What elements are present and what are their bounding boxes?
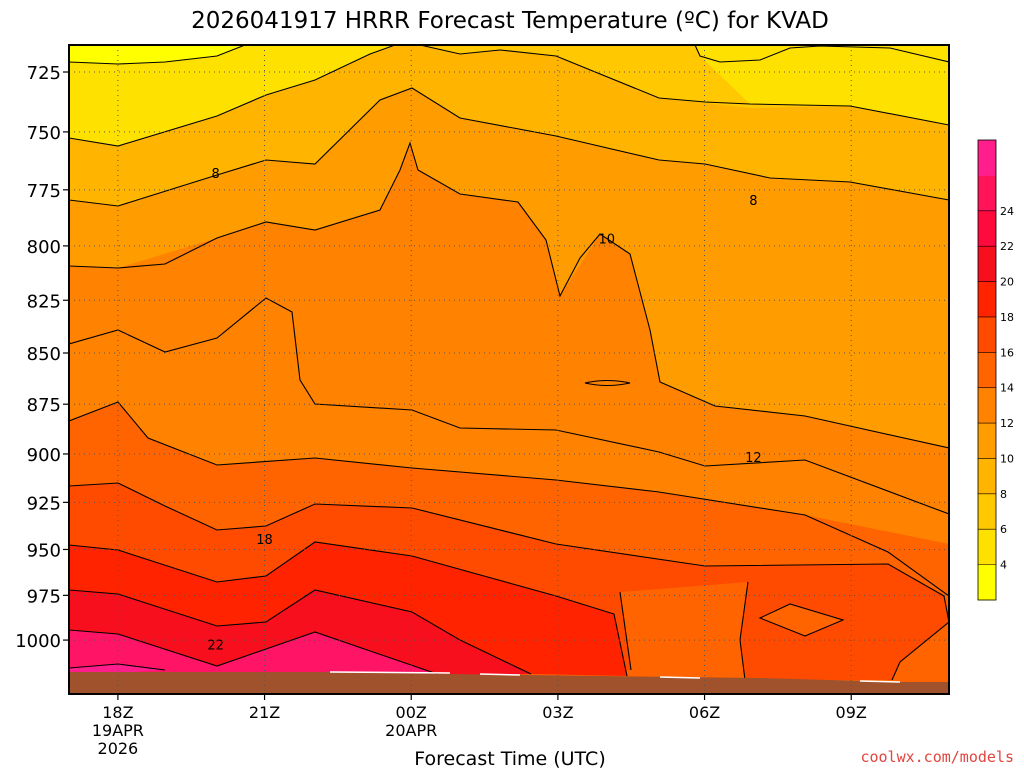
fill-top-right-warm <box>695 45 949 125</box>
isotherm-4 <box>69 45 246 65</box>
y-tick-label: 950 <box>27 540 61 561</box>
x-tick-label: 21Z <box>249 703 280 722</box>
x-tick-date-label: 20APR <box>385 721 437 740</box>
colorbar-segment <box>978 423 996 459</box>
fill-band-16-18 <box>69 483 949 680</box>
x-tick-label: 09Z <box>836 703 867 722</box>
fill-band-20-22 <box>69 590 531 676</box>
colorbar-segment <box>978 210 996 247</box>
y-tick-label: 725 <box>27 63 61 84</box>
y-tick-label: 825 <box>27 291 61 312</box>
gridlines <box>69 45 949 694</box>
contour-label: 10 <box>599 232 616 247</box>
colorbar-tick-label: 6 <box>1000 523 1007 536</box>
isotherm-24 <box>69 663 166 671</box>
colorbar-segment <box>978 352 996 389</box>
x-tick-label: 03Z <box>542 703 573 722</box>
colorbar-segment <box>978 387 996 424</box>
colorbar-tick-label: 14 <box>1000 382 1014 395</box>
y-tick-label: 900 <box>27 445 61 466</box>
isotherm-20 <box>69 589 532 675</box>
x-tick-label: 00Z <box>396 703 427 722</box>
contour-label: 12 <box>745 451 762 466</box>
contour-label: 18 <box>256 533 273 548</box>
terrain-edge-highlight <box>329 671 901 683</box>
isotherm-10 <box>69 141 949 449</box>
isotherm-14 <box>69 401 949 597</box>
isotherm-8 <box>69 87 949 207</box>
fill-band-2-4 <box>69 45 245 64</box>
credit-text: coolwx.com/models <box>860 748 1014 766</box>
x-tick-label: 18Z <box>102 703 133 722</box>
colorbar-tick-label: 10 <box>1000 452 1014 465</box>
colorbar-tick-label: 12 <box>1000 417 1014 430</box>
isotherm-6-right <box>694 45 949 63</box>
colorbar-segment <box>978 493 996 530</box>
isotherm-22 <box>69 629 444 677</box>
colorbar-segment <box>978 564 996 601</box>
isotherm-10-pocket <box>584 379 631 387</box>
colorbar-tick-label: 18 <box>1000 311 1014 324</box>
colorbar-segment <box>978 458 996 495</box>
chart-title: 2026041917 HRRR Forecast Temperature (ºC… <box>191 8 829 34</box>
fill-band-4-6 <box>69 45 395 146</box>
fill-band-18-20 <box>69 542 627 676</box>
x-tick-date-label: 2026 <box>98 739 139 758</box>
x-tick-label: 06Z <box>689 703 720 722</box>
y-tick-label: 850 <box>27 344 61 365</box>
x-axis-label: Forecast Time (UTC) <box>414 748 605 768</box>
terrain <box>69 672 949 694</box>
colorbar-segment <box>978 140 996 176</box>
x-tick-date-label: 19APR <box>92 721 144 740</box>
y-axis-ticks: 725 750 775 800 825 850 875 900 925 950 975 1000 <box>15 63 69 652</box>
colorbar-tick-label: 16 <box>1000 346 1014 359</box>
y-tick-label: 750 <box>27 123 61 144</box>
colorbar-tick-label: 20 <box>1000 276 1014 289</box>
plot-frame <box>68 44 950 695</box>
contour-label: 8 <box>749 194 757 209</box>
colorbar-tick-label: 4 <box>1000 559 1007 572</box>
colorbar-segment <box>978 246 996 283</box>
colorbar: 4 6 8 10 12 14 16 18 20 22 24 <box>977 139 1014 601</box>
colorbar-tick-label: 22 <box>1000 240 1014 253</box>
colorbar-segment <box>978 316 996 353</box>
colorbar-segment <box>978 281 996 318</box>
contour-label: 8 <box>212 167 220 182</box>
isotherm-16-lower <box>619 581 749 681</box>
colorbar-frame <box>977 139 997 601</box>
colorbar-tick-label: 24 <box>1000 205 1014 218</box>
contour-labels: 8 8 10 12 18 22 <box>207 167 762 654</box>
colorbar-tick-label: 8 <box>1000 488 1007 501</box>
isotherm-16-pocket <box>758 603 845 637</box>
y-tick-label: 925 <box>27 493 61 514</box>
plot-area: 8 8 10 12 18 22 <box>69 45 949 694</box>
colorbar-segment <box>978 529 996 566</box>
y-tick-label: 1000 <box>15 631 61 652</box>
y-tick-label: 875 <box>27 395 61 416</box>
fill-cool-pocket-14-16 <box>760 604 843 636</box>
y-tick-label: 975 <box>27 586 61 607</box>
isotherm-18 <box>69 541 628 677</box>
colorbar-segment <box>978 175 996 212</box>
y-tick-label: 800 <box>27 237 61 258</box>
y-tick-label: 775 <box>27 181 61 202</box>
contour-label: 22 <box>207 638 224 653</box>
